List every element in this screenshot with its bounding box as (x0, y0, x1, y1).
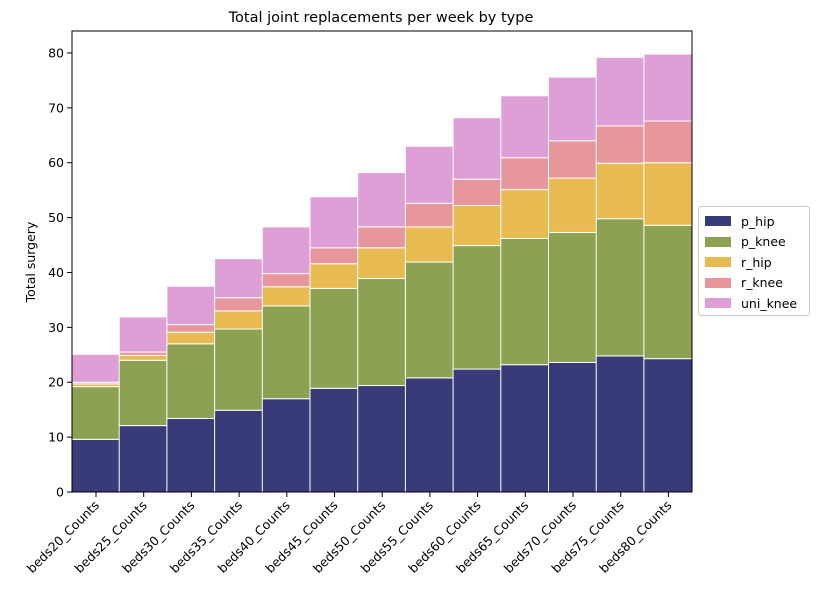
bar-p_hip-beds75_Counts (595, 355, 646, 493)
legend-label: uni_knee (741, 295, 798, 311)
chart-title: Total joint replacements per week by typ… (228, 10, 534, 26)
legend-item-r_knee: r_knee (705, 273, 809, 294)
bar-r_knee-beds75_Counts (595, 125, 646, 164)
bar-uni_knee-beds45_Counts (309, 196, 360, 249)
bar-p_hip-beds35_Counts (214, 409, 265, 493)
bar-r_hip-beds50_Counts (357, 247, 408, 280)
bar-r_knee-beds50_Counts (357, 226, 408, 249)
legend-item-p_hip: p_hip (705, 211, 809, 232)
y-tick-label: 0 (56, 485, 64, 500)
bar-p_hip-beds65_Counts (500, 364, 551, 493)
bar-p_knee-beds70_Counts (548, 231, 598, 363)
bar-r_hip-beds70_Counts (548, 177, 598, 233)
bar-p_hip-beds70_Counts (548, 361, 598, 493)
bar-p_knee-beds60_Counts (452, 245, 503, 370)
bar-uni_knee-beds25_Counts (118, 316, 169, 353)
legend-swatch (705, 298, 731, 309)
x-axis-ticks: beds20_Countsbeds25_Countsbeds30_Countsb… (24, 492, 675, 576)
bar-r_hip-beds55_Counts (404, 226, 455, 263)
bar-p_hip-beds45_Counts (309, 387, 360, 493)
legend-swatch (705, 216, 731, 227)
bar-r_knee-beds55_Counts (404, 202, 455, 228)
bar-r_knee-beds70_Counts (548, 140, 598, 179)
bar-p_hip-beds20_Counts (71, 438, 121, 493)
y-tick-label: 40 (48, 265, 64, 280)
bar-p_knee-beds50_Counts (357, 278, 408, 387)
y-tick-label: 60 (48, 155, 64, 170)
legend: p_hip p_knee r_hip r_knee uni_knee (698, 206, 810, 316)
bar-r_hip-beds75_Counts (595, 162, 646, 220)
bar-uni_knee-beds80_Counts (643, 53, 694, 122)
bar-r_knee-beds30_Counts (166, 324, 217, 333)
bar-uni_knee-beds50_Counts (357, 172, 408, 228)
legend-swatch (705, 236, 731, 247)
bar-p_knee-beds20_Counts (71, 386, 121, 440)
bar-p_hip-beds60_Counts (452, 368, 503, 493)
y-tick-label: 20 (48, 375, 64, 390)
bar-uni_knee-beds75_Counts (595, 56, 646, 127)
bar-r_hip-beds60_Counts (452, 205, 503, 247)
bar-p_knee-beds65_Counts (500, 237, 551, 366)
legend-item-p_knee: p_knee (705, 232, 809, 253)
bar-p_hip-beds25_Counts (118, 425, 169, 493)
y-tick-label: 10 (48, 430, 64, 445)
y-tick-label: 50 (48, 210, 64, 225)
legend-label: r_hip (741, 254, 772, 270)
bar-p_knee-beds35_Counts (214, 328, 265, 411)
bars-group (71, 53, 694, 493)
legend-label: r_knee (741, 275, 783, 291)
y-tick-label: 70 (48, 100, 64, 115)
bar-r_knee-beds45_Counts (309, 247, 360, 265)
legend-item-r_hip: r_hip (705, 252, 809, 273)
bar-uni_knee-beds55_Counts (404, 145, 455, 204)
bar-r_hip-beds45_Counts (309, 263, 360, 289)
bar-p_knee-beds25_Counts (118, 359, 169, 427)
bar-uni_knee-beds30_Counts (166, 285, 217, 326)
y-tick-label: 30 (48, 320, 64, 335)
bar-p_knee-beds80_Counts (643, 224, 694, 360)
bar-p_hip-beds50_Counts (357, 385, 408, 493)
bar-p_knee-beds45_Counts (309, 287, 360, 389)
plot-frame (71, 30, 693, 493)
bar-r_knee-beds60_Counts (452, 178, 503, 207)
bar-r_hip-beds30_Counts (166, 331, 217, 345)
bar-uni_knee-beds35_Counts (214, 258, 265, 299)
bar-p_hip-beds55_Counts (404, 377, 455, 493)
bar-p_knee-beds40_Counts (261, 305, 312, 400)
bar-r_hip-beds25_Counts (118, 354, 169, 361)
bar-p_knee-beds30_Counts (166, 343, 217, 419)
bar-r_hip-beds35_Counts (214, 310, 265, 330)
bar-r_knee-beds40_Counts (261, 273, 312, 288)
bar-r_hip-beds65_Counts (500, 189, 551, 239)
bar-p_knee-beds75_Counts (595, 218, 646, 357)
legend-item-uni_knee: uni_knee (705, 293, 809, 314)
bar-p_knee-beds55_Counts (404, 261, 455, 379)
bar-r_knee-beds65_Counts (500, 157, 551, 191)
y-tick-label: 80 (48, 45, 64, 60)
bar-uni_knee-beds70_Counts (548, 76, 598, 142)
y-axis-label: Total surgery (23, 221, 38, 303)
bar-r_hip-beds40_Counts (261, 286, 312, 307)
bar-p_hip-beds40_Counts (261, 398, 312, 493)
legend-label: p_knee (741, 234, 786, 250)
bar-uni_knee-beds65_Counts (500, 95, 551, 159)
bar-r_knee-beds80_Counts (643, 120, 694, 164)
bar-uni_knee-beds40_Counts (261, 226, 312, 275)
bar-r_hip-beds80_Counts (643, 162, 694, 226)
bar-p_hip-beds80_Counts (643, 358, 694, 493)
y-axis-ticks: 0 10 20 30 40 50 60 70 80 (48, 45, 72, 500)
bar-r_knee-beds35_Counts (214, 297, 265, 312)
legend-label: p_hip (741, 213, 775, 229)
bar-p_hip-beds30_Counts (166, 417, 217, 493)
legend-swatch (705, 257, 731, 268)
bar-uni_knee-beds20_Counts (71, 353, 121, 383)
bar-uni_knee-beds60_Counts (452, 117, 503, 180)
legend-swatch (705, 277, 731, 288)
